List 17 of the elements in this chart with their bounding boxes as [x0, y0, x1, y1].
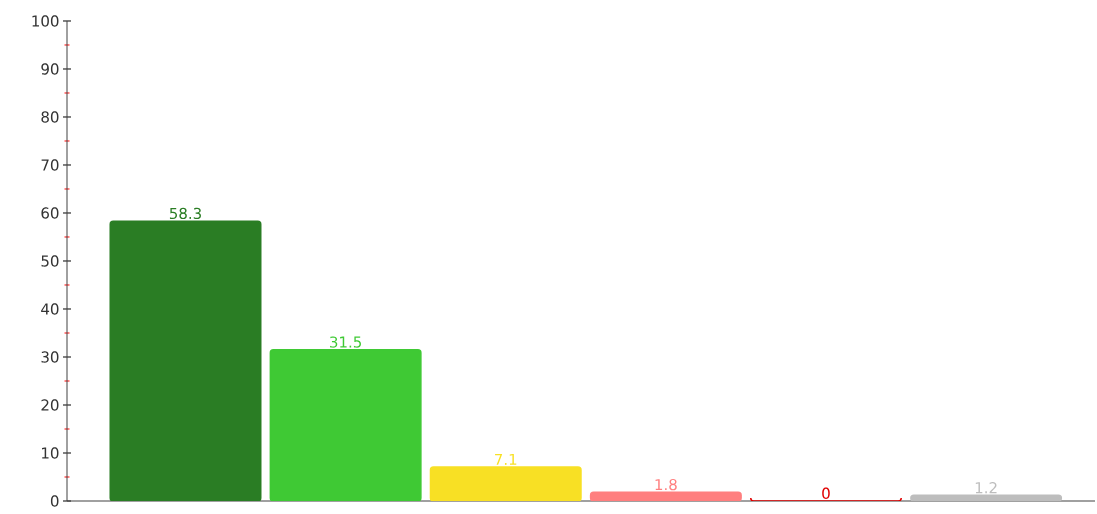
- y-tick-label: 0: [50, 495, 59, 507]
- y-tick-label: 80: [41, 111, 59, 123]
- data-label: 0: [822, 487, 830, 499]
- y-tick-label: 60: [41, 207, 59, 219]
- y-tick-label: 10: [42, 447, 59, 459]
- y-tick-label: 90: [41, 63, 59, 75]
- data-label: 31.5: [330, 336, 361, 348]
- data-label: 1.8: [655, 478, 677, 491]
- y-tick-label: 100: [32, 15, 59, 27]
- data-label: 58.3: [169, 207, 201, 220]
- y-tick-label: 40: [41, 303, 59, 315]
- y-tick-label: 30: [41, 351, 59, 363]
- data-label: 7.1: [495, 453, 517, 465]
- y-tick-label: 50: [41, 255, 59, 267]
- y-tick-label: 20: [41, 399, 59, 411]
- data-label: 1.2: [975, 482, 997, 494]
- y-tick-label: 70: [41, 159, 59, 171]
